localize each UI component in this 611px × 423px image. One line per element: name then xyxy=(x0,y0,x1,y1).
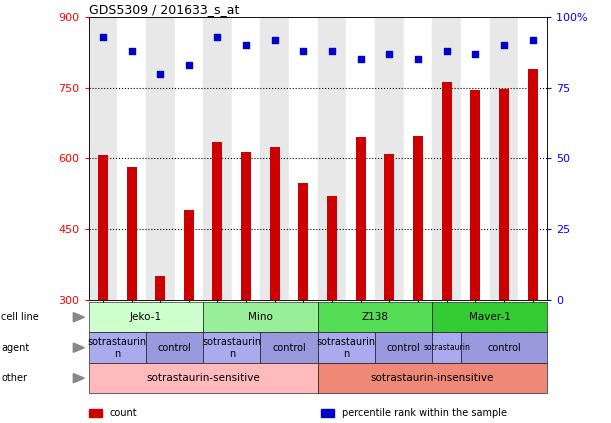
Point xyxy=(184,62,194,69)
Bar xyxy=(518,17,547,300)
Text: sotrastaurin
n: sotrastaurin n xyxy=(87,337,147,359)
Text: cell line: cell line xyxy=(1,312,39,322)
Point xyxy=(470,50,480,57)
Text: control: control xyxy=(158,343,191,353)
Bar xyxy=(433,17,461,300)
Bar xyxy=(470,90,480,300)
Bar xyxy=(184,210,194,300)
Point xyxy=(98,33,108,40)
Point xyxy=(155,70,165,77)
Bar xyxy=(489,17,518,300)
Point xyxy=(213,33,222,40)
Text: Maver-1: Maver-1 xyxy=(469,312,511,322)
Text: control: control xyxy=(273,343,306,353)
Bar xyxy=(98,155,108,300)
Bar xyxy=(203,17,232,300)
Text: sotrastaurin
n: sotrastaurin n xyxy=(316,337,376,359)
Text: control: control xyxy=(487,343,521,353)
Text: Z138: Z138 xyxy=(362,312,389,322)
Text: sotrastaurin-sensitive: sotrastaurin-sensitive xyxy=(146,373,260,383)
Bar xyxy=(327,196,337,300)
Bar xyxy=(461,17,489,300)
Text: agent: agent xyxy=(1,343,29,353)
Bar xyxy=(289,17,318,300)
Bar xyxy=(213,142,222,300)
Bar xyxy=(175,17,203,300)
Bar xyxy=(413,136,423,300)
Point xyxy=(528,36,538,43)
Text: control: control xyxy=(387,343,420,353)
Text: Jeko-1: Jeko-1 xyxy=(130,312,162,322)
Bar xyxy=(155,276,165,300)
Bar xyxy=(375,17,404,300)
Point xyxy=(384,50,394,57)
Bar xyxy=(126,167,137,300)
Point xyxy=(413,56,423,63)
Point xyxy=(327,47,337,54)
Bar xyxy=(232,17,260,300)
Point xyxy=(126,47,136,54)
Text: other: other xyxy=(1,373,27,383)
Bar xyxy=(404,17,433,300)
Point xyxy=(241,42,251,49)
Bar xyxy=(346,17,375,300)
Point xyxy=(442,47,452,54)
Bar xyxy=(499,88,509,300)
Bar xyxy=(384,154,394,300)
Text: percentile rank within the sample: percentile rank within the sample xyxy=(342,408,507,418)
Bar xyxy=(260,17,289,300)
Bar xyxy=(298,183,309,300)
Bar xyxy=(241,152,251,300)
Text: GDS5309 / 201633_s_at: GDS5309 / 201633_s_at xyxy=(89,3,239,16)
Bar xyxy=(318,17,346,300)
Point xyxy=(356,56,365,63)
Bar xyxy=(269,147,280,300)
Point xyxy=(270,36,280,43)
Bar xyxy=(442,82,452,300)
Bar xyxy=(146,17,175,300)
Bar xyxy=(89,17,117,300)
Text: sotrastaurin-insensitive: sotrastaurin-insensitive xyxy=(371,373,494,383)
Point xyxy=(299,47,309,54)
Bar xyxy=(117,17,146,300)
Text: count: count xyxy=(109,408,137,418)
Text: sotrastaurin: sotrastaurin xyxy=(423,343,470,352)
Text: sotrastaurin
n: sotrastaurin n xyxy=(202,337,262,359)
Bar xyxy=(527,69,538,300)
Point xyxy=(499,42,509,49)
Bar xyxy=(356,137,366,300)
Text: Mino: Mino xyxy=(248,312,273,322)
